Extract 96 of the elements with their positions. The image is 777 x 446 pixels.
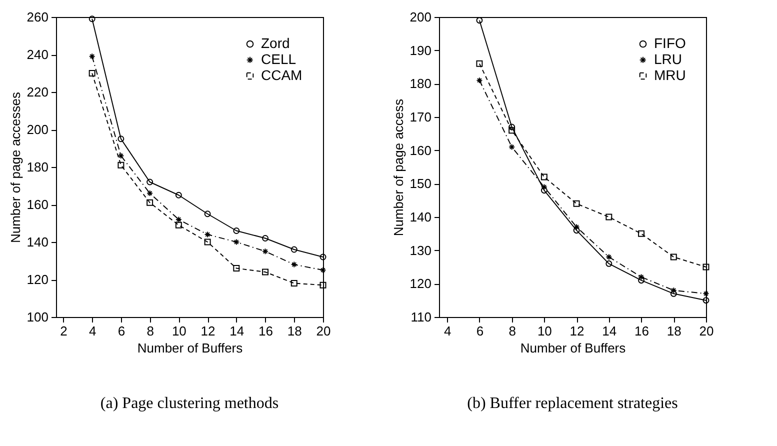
text: (a) Page clustering methods [100,395,279,412]
point [233,265,240,272]
x-tick-label: 20 [316,324,331,338]
point [175,192,182,198]
legend-label: FIFO [654,35,686,51]
point [670,254,677,260]
y-tick-label: 130 [410,242,432,258]
y-axis-title: Number of page accesses [8,91,23,244]
x-tick-label: 4 [88,324,96,338]
x-tick-label: 10 [172,324,186,338]
x-tick-label: 8 [146,324,154,338]
x-tick-label: 12 [570,324,584,338]
x-tick-label: 6 [476,324,484,338]
point [540,174,548,180]
legend-label: MRU [654,67,686,83]
point [88,70,96,76]
y-tick-label: 220 [26,84,48,100]
legend-label: LRU [654,51,682,67]
point [204,238,211,246]
x-tick-label: 14 [602,324,617,338]
x-tick-label: 12 [200,324,216,338]
x-tick-label: 20 [699,324,714,338]
point [204,210,211,218]
y-tick-label: 170 [410,110,432,124]
point [638,230,645,237]
y-tick-label: 190 [410,42,432,58]
point [175,216,182,223]
legend-label: CCAM [261,67,302,83]
point [290,280,298,286]
point [606,260,612,267]
point [540,184,548,190]
point [146,199,154,206]
y-tick-label: 180 [26,160,48,174]
point [638,274,645,280]
x-tick-label: 6 [118,324,126,338]
y-axis-title: Number of page access [390,98,406,236]
x-tick-label: 14 [230,324,244,338]
x-tick-label: 10 [537,324,552,338]
point [476,77,483,84]
x-tick-label: 8 [508,324,516,338]
point [573,227,580,234]
x-axis-title: Number of Buffers [137,340,244,356]
point [606,254,612,260]
y-tick-label: 200 [410,10,432,24]
point [508,144,516,150]
legend-label: CELL [261,51,296,67]
y-tick-label: 120 [26,272,48,287]
point [670,290,677,297]
point [290,261,298,268]
point [118,162,124,168]
point [638,277,645,284]
legend-label: Zord [261,35,290,51]
y-tick-label: 160 [26,197,48,212]
point [702,290,710,297]
x-tick-label: 18 [666,324,682,338]
y-tick-label: 260 [26,10,48,24]
y-tick-label: 100 [26,310,48,324]
y-tick-label: 200 [26,122,48,137]
point [118,152,124,159]
y-tick-label: 120 [410,276,432,292]
x-tick-label: 16 [634,324,650,338]
y-tick-label: 180 [410,76,432,92]
x-tick-label: 4 [444,324,452,338]
point [702,264,710,270]
point [88,53,96,60]
point [262,235,269,242]
x-tick-label: 2 [60,324,68,338]
point [508,124,516,130]
point [540,187,548,194]
point [476,60,483,67]
point [573,200,580,207]
y-tick-label: 150 [410,176,432,192]
point [262,248,269,255]
point [233,238,240,246]
point [175,222,182,228]
text: (b) Buffer replacement strategies [467,395,678,412]
point [118,136,124,142]
y-tick-label: 140 [26,234,48,250]
point [233,228,240,234]
x-tick-label: 16 [258,324,274,338]
point [204,231,211,238]
point [262,268,269,276]
point [573,224,580,230]
y-tick-label: 160 [410,142,432,158]
point [146,190,154,196]
point [606,214,612,220]
y-tick-label: 110 [410,310,432,324]
x-axis-title: Number of Buffers [520,340,626,356]
point [320,282,326,288]
point [290,246,298,253]
y-tick-label: 240 [26,47,48,62]
point [508,127,516,134]
y-tick-label: 140 [410,210,432,224]
point [670,287,677,294]
x-tick-label: 18 [287,324,302,338]
point [146,178,154,186]
